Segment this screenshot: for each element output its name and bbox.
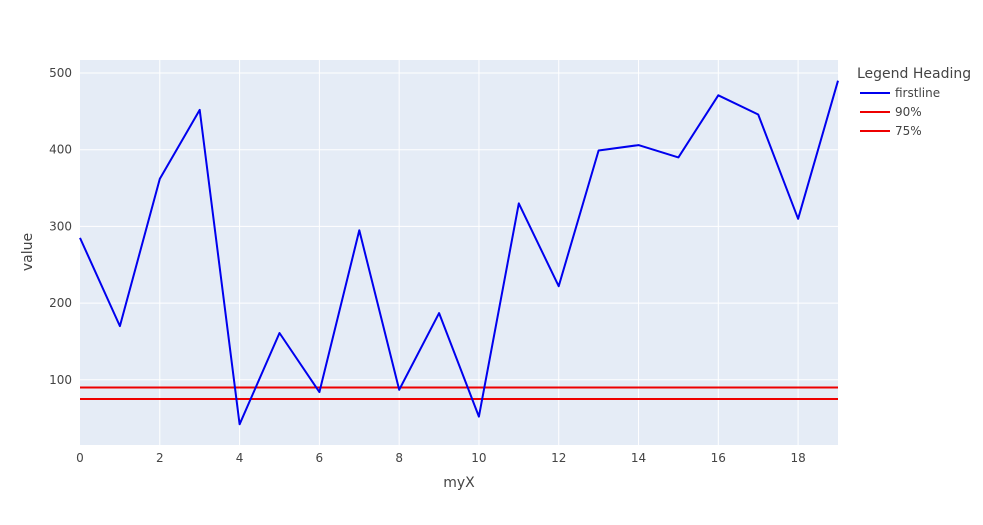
y-tick-labels: 100 200 300 400 500: [49, 66, 72, 387]
y-axis-title: value: [20, 233, 36, 271]
x-tick-label: 12: [551, 451, 566, 465]
series-line-firstline: [79, 80, 839, 426]
legend-label: firstline: [895, 86, 940, 100]
x-gridlines: [159, 60, 799, 445]
series-layer: [79, 80, 839, 426]
x-tick-label: 10: [471, 451, 486, 465]
x-tick-label: 0: [76, 451, 84, 465]
y-tick-label: 200: [49, 296, 72, 310]
x-axis-title: myX: [443, 475, 475, 491]
x-tick-labels: 0 2 4 6 8 10 12 14 16 18: [76, 451, 806, 465]
x-tick-label: 8: [395, 451, 403, 465]
legend-item[interactable]: firstline: [860, 86, 940, 100]
legend-title: Legend Heading: [857, 66, 971, 82]
y-tick-label: 500: [49, 66, 72, 80]
plot-background: [80, 60, 838, 445]
legend[interactable]: Legend Heading firstline 90% 75%: [857, 66, 971, 138]
x-tick-label: 16: [711, 451, 726, 465]
x-tick-label: 6: [316, 451, 324, 465]
y-tick-label: 400: [49, 143, 72, 157]
x-tick-label: 2: [156, 451, 164, 465]
y-tick-label: 100: [49, 373, 72, 387]
y-gridlines: [80, 72, 838, 381]
x-tick-label: 14: [631, 451, 646, 465]
x-tick-label: 18: [790, 451, 805, 465]
x-tick-label: 4: [236, 451, 244, 465]
legend-label: 90%: [895, 105, 922, 119]
legend-item[interactable]: 75%: [860, 124, 922, 138]
y-tick-label: 300: [49, 219, 72, 233]
legend-item[interactable]: 90%: [860, 105, 922, 119]
legend-label: 75%: [895, 124, 922, 138]
